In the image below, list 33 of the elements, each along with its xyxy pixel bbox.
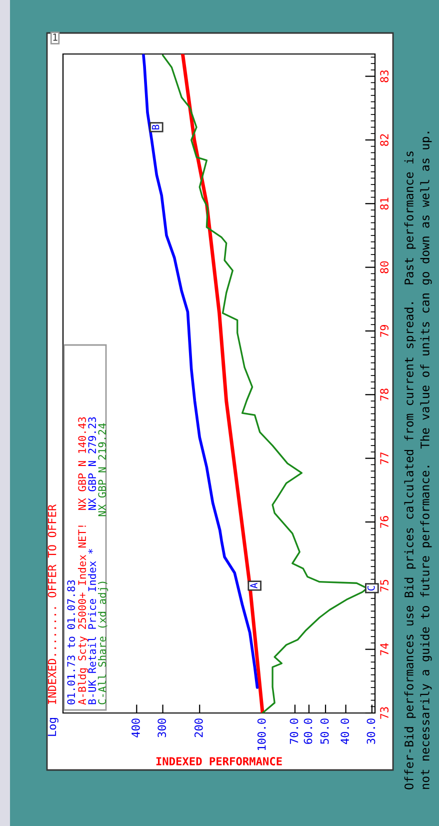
annotation: B (152, 124, 160, 130)
text: A-Bldg Scty 25000+ Index NET! NX GBP N 140.43 (78, 417, 88, 705)
y-tick-label: 83 (380, 70, 389, 82)
x-tick-label: 70.0 (290, 718, 298, 744)
y-tick-label: 76 (380, 516, 389, 528)
text: INDEXED........ OFFER TO OFFER (48, 504, 56, 704)
text: 1 (53, 34, 58, 41)
x-tick-label: 50.0 (320, 718, 329, 744)
x-tick-label: 60.0 (304, 718, 312, 744)
y-tick-label: 80 (380, 261, 389, 274)
x-axis-title: INDEXED PERFORMANCE (156, 757, 282, 766)
legend-title: 01.01.73 to 01.07.83 (67, 580, 76, 704)
y-tick-label: 74 (380, 643, 388, 656)
text: Log (48, 718, 58, 736)
text: Offer-Bid performances use Bid prices calculated from current spread. Past performance is (404, 151, 416, 790)
y-tick-label: 77 (380, 452, 388, 464)
x-tick-label: 30.0 (366, 718, 376, 744)
annotation: C (367, 586, 375, 590)
y-tick-label: 73 (380, 707, 389, 719)
y-tick-label: 82 (380, 134, 389, 146)
y-tick-label: 75 (380, 580, 389, 592)
text: not necessarily a guide to future performance. The value of units can go down as well as up. (420, 132, 432, 789)
annotation: A (250, 582, 258, 588)
x-tick-label: 400 (132, 718, 140, 738)
y-tick-label: 81 (380, 198, 389, 210)
text: C-All Share (xd adj) NX GBP N 219.24 (98, 423, 108, 704)
x-tick-label: 40.0 (340, 718, 350, 744)
x-tick-label: 100.0 (257, 718, 266, 750)
text: B-UK Retail Price Index * NX GBP N 279.23 (88, 417, 96, 704)
x-tick-label: 300 (158, 718, 166, 738)
y-tick-label: 79 (380, 325, 389, 337)
y-tick-label: 78 (380, 388, 389, 401)
x-tick-label: 200 (194, 718, 203, 738)
